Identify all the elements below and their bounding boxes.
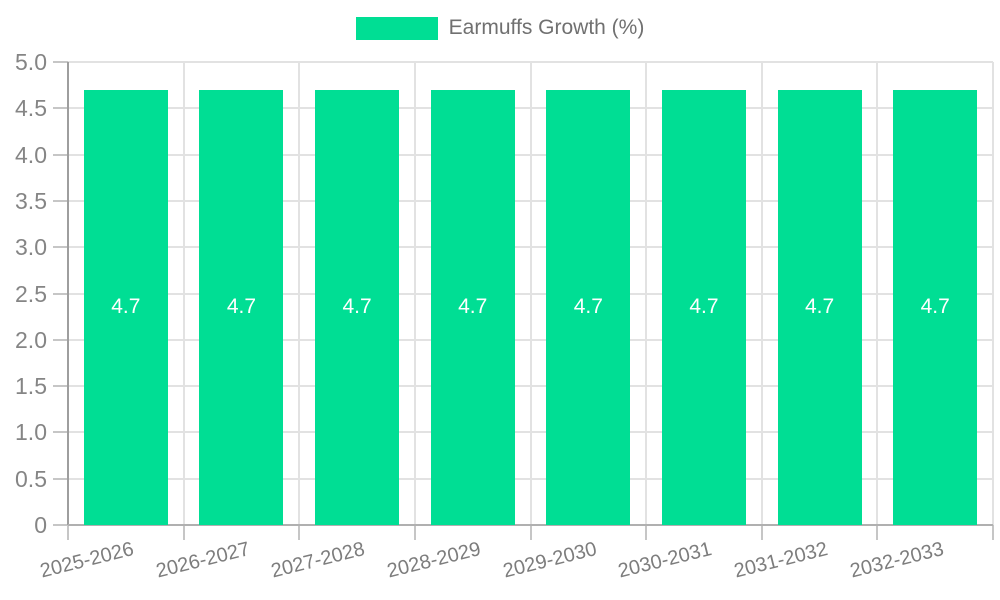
bar[interactable] — [546, 89, 631, 525]
y-tick — [53, 199, 68, 202]
y-tick — [53, 524, 68, 526]
legend-swatch — [355, 16, 438, 40]
bar[interactable] — [83, 89, 168, 525]
x-tick — [67, 525, 69, 540]
x-gridline — [182, 62, 185, 525]
y-tick — [53, 338, 68, 341]
y-tick-label: 2.0 — [15, 326, 47, 353]
legend-label: Earmuffs Growth (%) — [448, 16, 645, 39]
y-tick — [53, 431, 68, 434]
x-tick-label: 2027-2028 — [269, 538, 368, 583]
y-tick — [53, 153, 68, 156]
y-tick — [53, 61, 68, 63]
y-tick — [53, 385, 68, 388]
x-gridline — [413, 62, 416, 525]
bar[interactable] — [430, 89, 515, 525]
y-tick-label: 1.5 — [15, 373, 47, 400]
x-tick — [645, 525, 648, 540]
y-tick-label: 2.5 — [15, 280, 47, 307]
y-tick — [53, 477, 68, 480]
y-tick — [53, 107, 68, 110]
bar[interactable] — [661, 89, 746, 525]
x-tick-label: 2025-2026 — [37, 538, 137, 583]
x-gridline — [876, 62, 879, 525]
x-gridline — [529, 62, 532, 525]
x-axis-line — [68, 524, 993, 526]
x-tick — [298, 525, 301, 540]
x-tick — [760, 525, 763, 540]
x-tick-label: 2031-2032 — [731, 538, 830, 583]
y-axis-line — [67, 62, 69, 525]
x-gridline — [760, 62, 763, 525]
x-tick-label: 2029-2030 — [500, 538, 599, 583]
x-tick — [992, 525, 994, 540]
x-tick — [182, 525, 185, 540]
x-tick-label: 2030-2031 — [616, 538, 715, 583]
legend[interactable]: Earmuffs Growth (%) — [0, 16, 1000, 40]
y-tick-label: 3.0 — [15, 234, 47, 261]
x-gridline — [645, 62, 648, 525]
x-tick-label: 2032-2033 — [847, 538, 946, 583]
y-tick-label: 4.0 — [15, 141, 47, 168]
x-tick — [529, 525, 532, 540]
plot-right-border — [992, 62, 994, 525]
y-tick-label: 0 — [34, 512, 47, 538]
y-tick-label: 1.0 — [15, 419, 47, 446]
bar[interactable] — [199, 89, 284, 525]
bar[interactable] — [893, 89, 978, 525]
y-tick — [53, 246, 68, 249]
x-tick — [876, 525, 879, 540]
x-tick — [413, 525, 416, 540]
bar[interactable] — [777, 89, 862, 525]
y-tick-label: 3.5 — [15, 187, 47, 214]
x-tick-label: 2026-2027 — [153, 538, 252, 583]
y-tick-label: 5.0 — [15, 49, 47, 75]
y-tick-label: 0.5 — [15, 465, 47, 492]
y-tick — [53, 292, 68, 295]
y-tick-label: 4.5 — [15, 95, 47, 122]
bar[interactable] — [315, 89, 400, 525]
x-gridline — [298, 62, 301, 525]
x-tick-label: 2028-2029 — [384, 538, 484, 583]
